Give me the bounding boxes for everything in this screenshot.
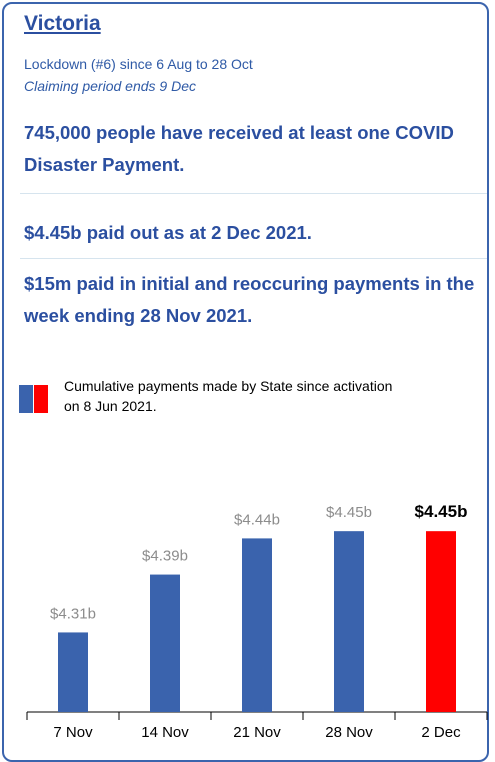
headline: $15m paid in initial and reoccuring paym… [24,273,475,326]
bar [242,538,272,712]
bar [426,531,456,712]
headline: 745,000 people have received at least on… [24,122,454,175]
value-label: $4.44b [234,511,280,528]
subtitle: Lockdown (#6) since 6 Aug to 28 Oct [24,56,253,72]
x-tick-label: 28 Nov [325,724,373,741]
value-label: $4.31b [50,605,96,622]
divider [20,193,487,194]
headline: $4.45b paid out as at 2 Dec 2021. [24,222,312,243]
bar [150,574,180,712]
chart: $4.31b 7 Nov $4.39b 14 Nov $4.44b 21 Nov $4.45… [19,385,488,741]
title: Victoria [24,12,101,35]
subtitle: Claiming period ends 9 Dec [24,78,196,94]
bar [334,531,364,712]
x-tick-label: 21 Nov [233,724,281,741]
x-tick-label: 14 Nov [141,724,189,741]
value-label: $4.45b [326,504,372,521]
legend-text: Cumulative payments made by State since … [64,378,393,414]
legend-swatch [34,385,48,413]
value-label: $4.39b [142,548,188,565]
x-tick-label: 2 Dec [421,724,461,741]
x-tick-label: 7 Nov [53,724,93,741]
bar [58,632,88,712]
value-label: $4.45b [415,502,468,521]
divider [20,258,487,259]
legend-swatch [19,385,33,413]
